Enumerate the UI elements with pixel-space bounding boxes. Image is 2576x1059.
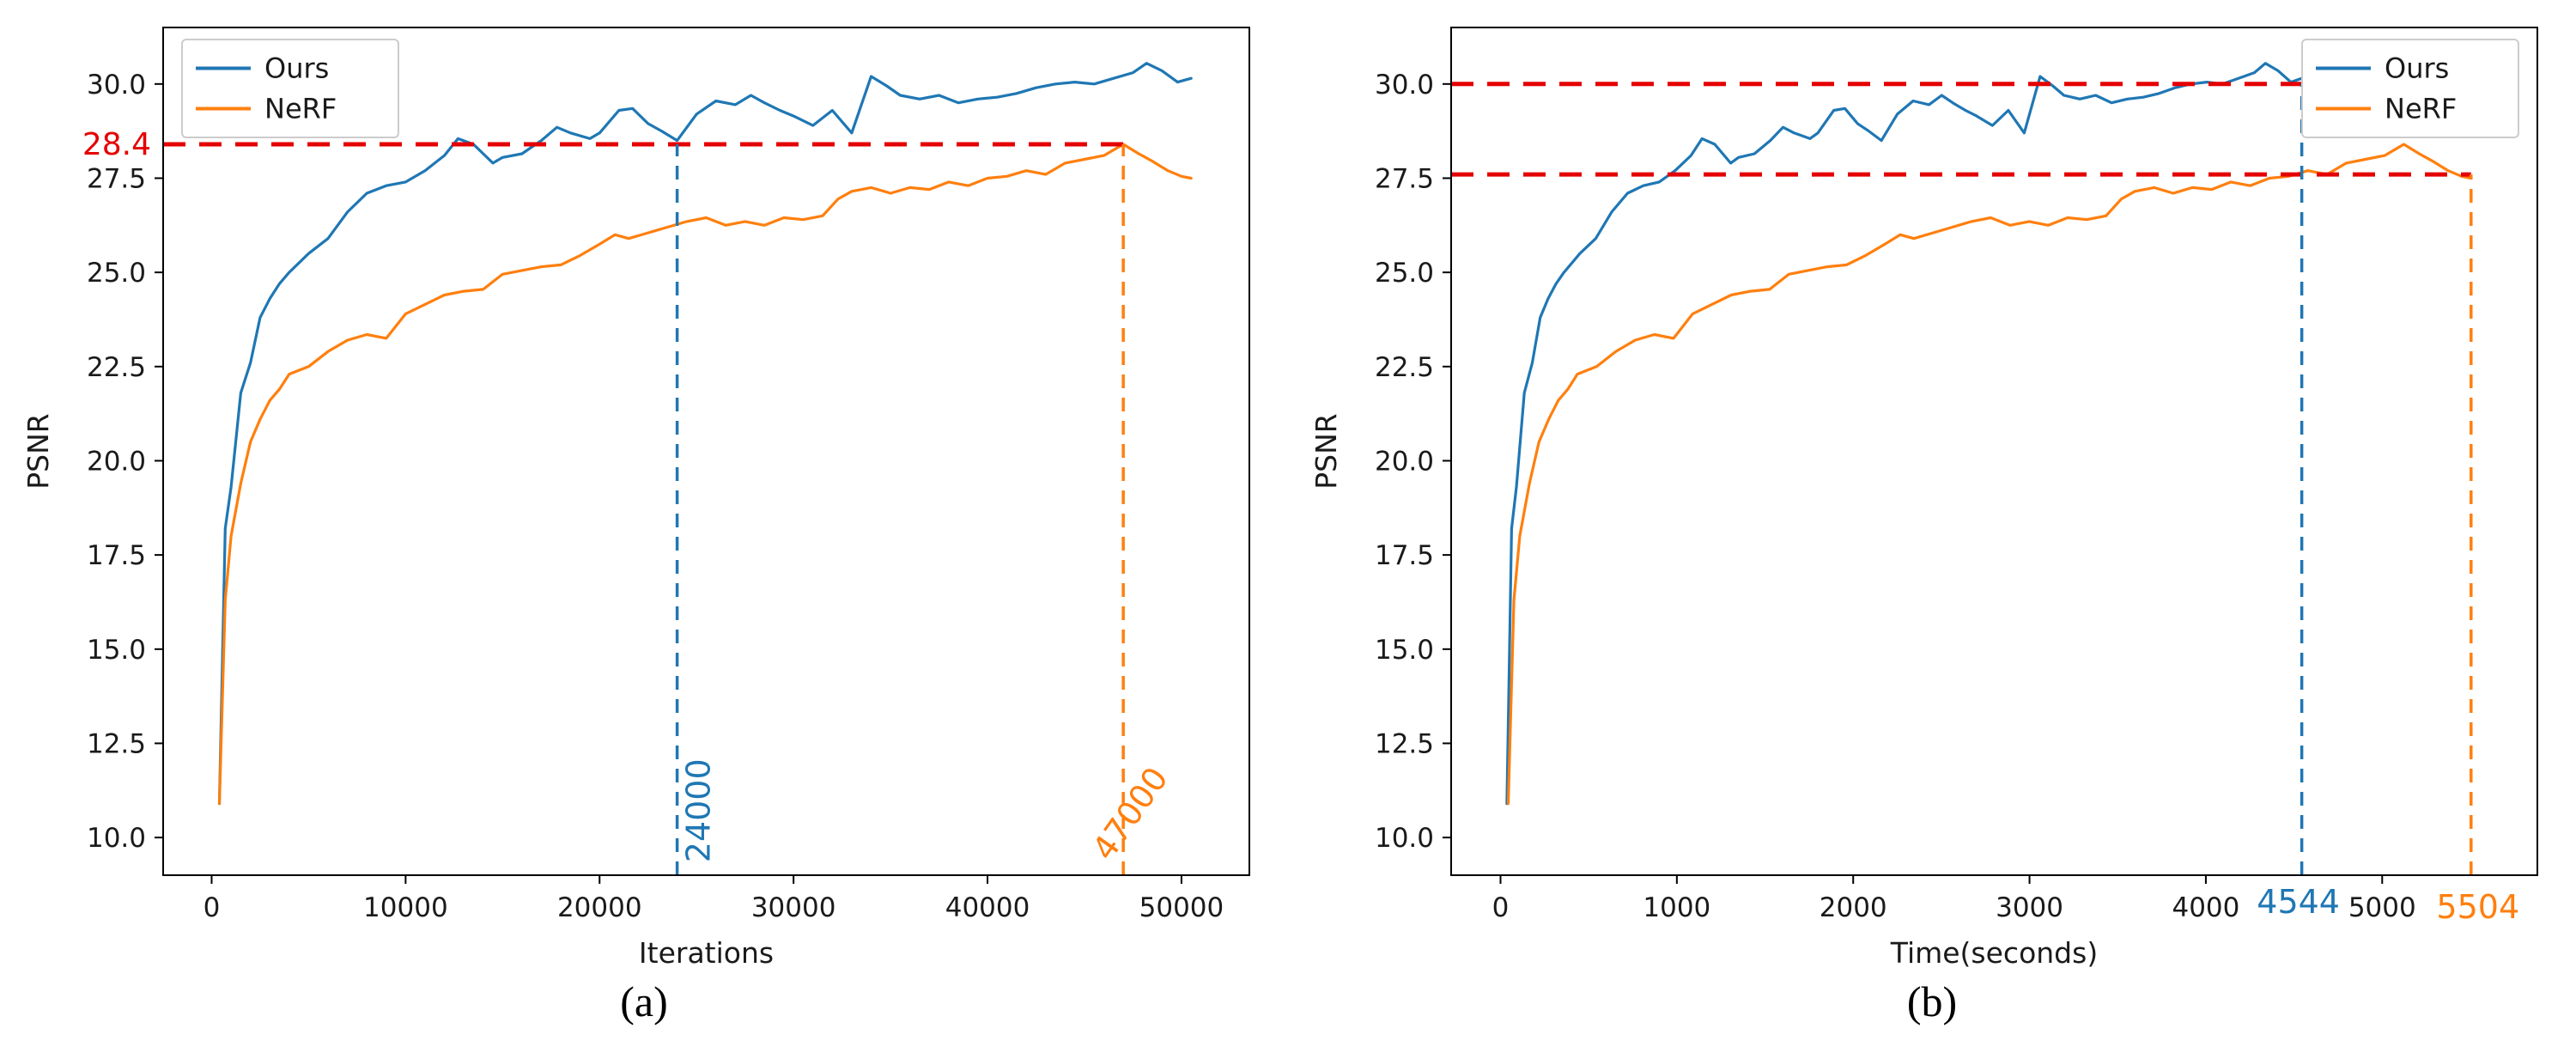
x-tick-label: 5000 <box>2348 892 2416 923</box>
x-tick-label: 0 <box>1492 892 1510 923</box>
series-ours <box>1505 62 2304 806</box>
x-axis-label: Time(seconds) <box>1890 936 2098 970</box>
y-tick-label: 22.5 <box>1375 352 1434 383</box>
y-tick-label: 15.0 <box>1375 635 1434 666</box>
figure-b: 0 1000 2000 3000 4000 5000 10.0 12.5 15.0 17.5 20.… <box>1288 0 2576 1026</box>
y-tick-label: 10.0 <box>87 823 146 854</box>
x-tick-label: 20000 <box>557 892 642 923</box>
legend-box <box>181 39 399 138</box>
x-tick-label: 40000 <box>945 892 1030 923</box>
annotation-5504: 5504 <box>2436 888 2519 926</box>
x-tick-label: 10000 <box>363 892 448 923</box>
annotation-4544: 4544 <box>2257 883 2340 921</box>
y-tick-label: 27.5 <box>1375 163 1434 194</box>
legend-label-ours: Ours <box>264 52 329 85</box>
y-tick-label: 17.5 <box>87 540 146 571</box>
legend-label-ours: Ours <box>2385 52 2449 85</box>
series-ours <box>217 62 1193 806</box>
y-tick-label: 25.0 <box>1375 258 1434 289</box>
legend-label-nerf: NeRF <box>2385 93 2457 125</box>
series-nerf <box>1506 143 2473 806</box>
chart-b-canvas: 0 1000 2000 3000 4000 5000 10.0 12.5 15.0 17.5 20.… <box>1309 27 2538 970</box>
x-tick-label: 50000 <box>1139 892 1224 923</box>
x-axis-label: Iterations <box>639 936 774 970</box>
x-tick-label: 1000 <box>1643 892 1710 923</box>
annotation-24000: 24000 <box>680 758 718 862</box>
caption-b: (b) <box>1906 977 1958 1026</box>
legend-box <box>2301 39 2519 138</box>
x-tick-label: 0 <box>204 892 221 923</box>
y-tick-label: 17.5 <box>1375 540 1434 571</box>
series-nerf <box>217 143 1193 806</box>
chart-a-canvas: 0 10000 20000 30000 40000 50000 10.0 12.5 15.0 17… <box>21 27 1250 970</box>
caption-a: (a) <box>620 977 668 1026</box>
y-tick-label: 12.5 <box>87 728 146 759</box>
y-axis-label: PSNR <box>21 413 55 489</box>
y-tick-label: 25.0 <box>87 258 146 289</box>
y-tick-label: 12.5 <box>1375 728 1434 759</box>
y-tick-label: 22.5 <box>87 352 146 383</box>
annotation-47000: 47000 <box>1084 760 1175 867</box>
x-tick-label: 3000 <box>1996 892 2063 923</box>
legend-label-nerf: NeRF <box>264 93 337 125</box>
axes-frame <box>1450 27 2538 876</box>
figure-a: 0 10000 20000 30000 40000 50000 10.0 12.5 15.0 17… <box>0 0 1288 1026</box>
y-tick-label: 10.0 <box>1375 823 1434 854</box>
annotation-28.4: 28.4 <box>82 127 151 162</box>
y-tick-label: 15.0 <box>87 635 146 666</box>
y-tick-label: 20.0 <box>1375 446 1434 477</box>
y-tick-label: 27.5 <box>87 163 146 194</box>
axes-frame <box>162 27 1250 876</box>
y-tick-label: 30.0 <box>1375 70 1434 100</box>
y-tick-label: 30.0 <box>87 70 146 100</box>
x-tick-label: 30000 <box>751 892 836 923</box>
y-tick-label: 20.0 <box>87 446 146 477</box>
y-axis-label: PSNR <box>1309 413 1343 489</box>
x-tick-label: 4000 <box>2172 892 2239 923</box>
x-tick-label: 2000 <box>1820 892 1887 923</box>
